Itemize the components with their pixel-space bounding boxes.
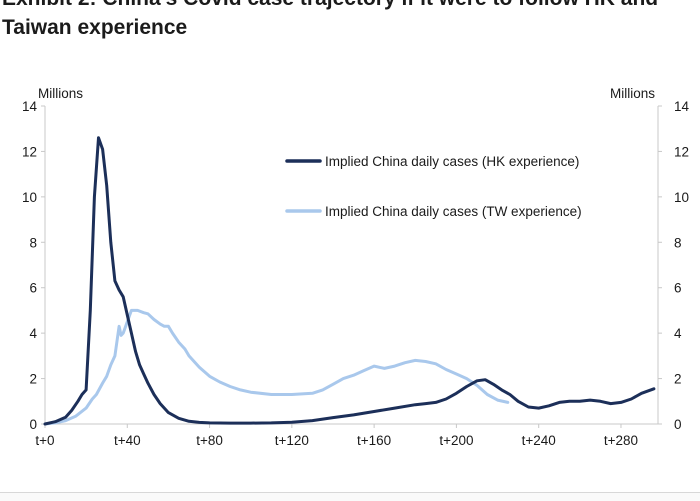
right-y-tick-label: 6 (674, 281, 682, 296)
footer-strip (0, 492, 700, 501)
left-y-tick-label: 2 (29, 372, 37, 387)
right-y-tick-label: 4 (674, 326, 682, 341)
series-line-tw (43, 308, 510, 426)
right-y-tick-label: 12 (674, 144, 689, 159)
series-line-hk (43, 136, 656, 426)
x-tick-label: t+120 (275, 433, 309, 448)
right-y-tick-label: 14 (674, 99, 690, 114)
legend-label-tw: Implied China daily cases (TW experience… (325, 204, 582, 219)
left-y-tick-label: 10 (22, 190, 37, 205)
left-y-tick-label: 14 (22, 99, 38, 114)
chart-title: Exhibit 2: China's Covid case trajectory… (2, 0, 692, 42)
legend-label-hk: Implied China daily cases (HK experience… (325, 154, 579, 169)
x-tick-label: t+280 (604, 433, 638, 448)
right-y-tick-label: 10 (674, 190, 689, 205)
left-y-tick-label: 8 (29, 235, 37, 250)
x-tick-label: t+40 (114, 433, 141, 448)
right-y-tick-label: 0 (674, 417, 682, 432)
right-axis-unit: Millions (610, 86, 655, 101)
x-tick-label: t+240 (522, 433, 556, 448)
left-y-tick-label: 6 (29, 281, 37, 296)
x-tick-label: t+80 (196, 433, 223, 448)
x-tick-label: t+160 (357, 433, 391, 448)
legend: Implied China daily cases (HK experience… (285, 154, 582, 219)
right-y-tick-label: 2 (674, 372, 682, 387)
axes: 0 0 2 2 4 4 6 6 8 8 10 10 12 12 14 14 t+0 t+40 t+80 t+120 t+… (22, 99, 690, 448)
left-y-tick-label: 12 (22, 144, 37, 159)
left-y-tick-label: 0 (29, 417, 37, 432)
plot-lines (43, 136, 656, 426)
left-y-tick-label: 4 (29, 326, 37, 341)
x-tick-label: t+200 (439, 433, 473, 448)
x-tick-label: t+0 (35, 433, 54, 448)
chart-title-line-1: Exhibit 2: China's Covid case trajectory… (2, 0, 692, 13)
right-y-tick-label: 8 (674, 235, 682, 250)
left-axis-unit: Millions (38, 86, 83, 101)
chart-title-line-2: Taiwan experience (2, 16, 188, 39)
